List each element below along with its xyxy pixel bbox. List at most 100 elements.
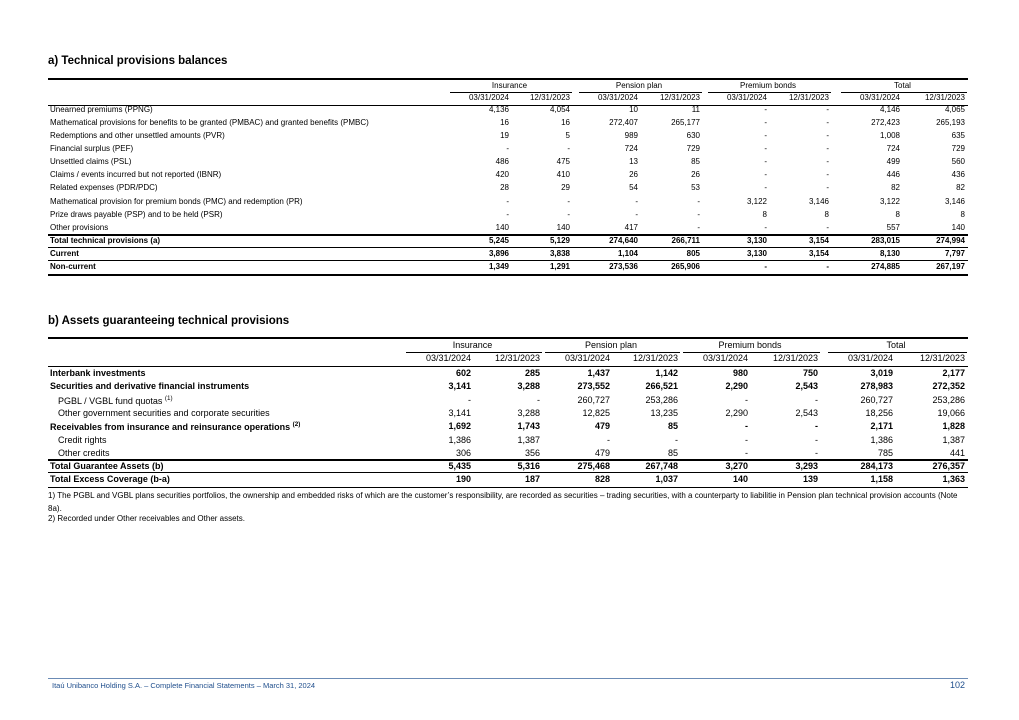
column-header: 03/31/2024 bbox=[564, 353, 610, 363]
cell-value: 18,256 bbox=[865, 407, 893, 418]
rule bbox=[48, 234, 968, 236]
column-header: 12/31/2023 bbox=[494, 353, 540, 363]
cell-value: - bbox=[567, 143, 570, 153]
cell-value: - bbox=[697, 196, 700, 206]
cell-value: 285 bbox=[524, 368, 540, 378]
cell-value: 3,141 bbox=[448, 381, 471, 392]
column-header: 12/31/2023 bbox=[924, 93, 965, 102]
cell-value: 272,407 bbox=[609, 117, 638, 127]
cell-value: 306 bbox=[455, 447, 471, 458]
cell-value: - bbox=[567, 209, 570, 219]
cell-value: 8 bbox=[895, 209, 900, 219]
row-label: Other government securities and corporat… bbox=[58, 408, 270, 418]
cell-value: - bbox=[506, 209, 509, 219]
cell-value: 13,235 bbox=[650, 407, 678, 418]
cell-value: 29 bbox=[561, 183, 570, 193]
cell-value: 5,316 bbox=[517, 461, 540, 472]
label-text: Redemptions and other unsettled amounts … bbox=[50, 130, 225, 140]
cell-value: 3,019 bbox=[870, 368, 893, 378]
cell-value: 139 bbox=[802, 474, 818, 485]
cell-value: 630 bbox=[686, 130, 700, 140]
cell-value: - bbox=[826, 157, 829, 167]
rule bbox=[48, 105, 968, 106]
cell-value: - bbox=[826, 170, 829, 180]
cell-value: 273,536 bbox=[609, 262, 638, 272]
column-header: 12/31/2023 bbox=[529, 93, 570, 102]
group-header: Insurance bbox=[491, 81, 528, 90]
cell-value: - bbox=[745, 447, 748, 458]
row-label: Total Excess Coverage (b-a) bbox=[50, 475, 170, 484]
cell-value: 3,154 bbox=[808, 236, 829, 245]
rule bbox=[48, 472, 968, 474]
cell-value: 1,104 bbox=[617, 249, 638, 259]
cell-value: 499 bbox=[886, 157, 900, 167]
cell-value: 1,386 bbox=[870, 434, 893, 445]
row-label: Other credits bbox=[58, 448, 110, 458]
cell-value: 479 bbox=[594, 421, 610, 432]
cell-value: 283,015 bbox=[871, 236, 900, 245]
cell-value: 557 bbox=[886, 222, 900, 232]
cell-value: 3,288 bbox=[517, 407, 540, 418]
cell-value: 3,130 bbox=[746, 236, 767, 245]
cell-value: - bbox=[815, 434, 818, 445]
column-header: 12/31/2023 bbox=[919, 353, 965, 363]
cell-value: 266,521 bbox=[645, 381, 678, 392]
cell-value: 1,387 bbox=[942, 434, 965, 445]
cell-value: - bbox=[826, 222, 829, 232]
label-text: Unearned premiums (PPNG) bbox=[50, 104, 153, 114]
page-number: 102 bbox=[949, 680, 965, 690]
cell-value: 560 bbox=[951, 157, 965, 167]
cell-value: - bbox=[826, 117, 829, 127]
row-label: PGBL / VGBL fund quotas (1) bbox=[58, 395, 173, 406]
cell-value: 260,727 bbox=[577, 394, 610, 405]
cell-value: 8 bbox=[824, 209, 829, 219]
cell-value: 2,543 bbox=[795, 381, 818, 392]
label-text: Prize draws payable (PSP) and to be held… bbox=[50, 209, 223, 219]
cell-value: 266,711 bbox=[671, 236, 700, 245]
cell-value: 1,008 bbox=[879, 130, 900, 140]
column-header: 03/31/2024 bbox=[859, 93, 900, 102]
cell-value: 446 bbox=[886, 170, 900, 180]
row-label: Claims / events incurred but not reporte… bbox=[50, 171, 221, 179]
cell-value: 3,838 bbox=[549, 249, 570, 259]
label-text: Securities and derivative financial inst… bbox=[50, 381, 250, 392]
column-header: 12/31/2023 bbox=[788, 93, 829, 102]
cell-value: 4,136 bbox=[488, 104, 509, 114]
rule bbox=[48, 486, 968, 489]
cell-value: 1,386 bbox=[448, 434, 471, 445]
cell-value: - bbox=[764, 117, 767, 127]
cell-value: 5,245 bbox=[488, 236, 509, 245]
label-text: Interbank investments bbox=[50, 368, 146, 378]
footer-text: Itaú Unibanco Holding S.A. – Complete Fi… bbox=[52, 681, 316, 690]
cell-value: 253,286 bbox=[645, 394, 678, 405]
label-text: Mathematical provision for premium bonds… bbox=[50, 196, 303, 206]
cell-value: 356 bbox=[524, 447, 540, 458]
cell-value: 3,270 bbox=[725, 461, 748, 472]
cell-value: - bbox=[506, 143, 509, 153]
cell-value: 16 bbox=[500, 117, 509, 127]
cell-value: 3,154 bbox=[808, 249, 829, 259]
cell-value: 265,193 bbox=[936, 117, 965, 127]
cell-value: 190 bbox=[455, 474, 471, 485]
row-label: Total technical provisions (a) bbox=[50, 237, 160, 245]
rule bbox=[828, 352, 967, 353]
cell-value: 273,552 bbox=[577, 381, 610, 392]
cell-value: 1,349 bbox=[488, 262, 509, 272]
cell-value: 1,363 bbox=[942, 474, 965, 485]
column-header: 12/31/2023 bbox=[772, 353, 818, 363]
row-label: Non-current bbox=[50, 263, 96, 271]
cell-value: 1,692 bbox=[448, 421, 471, 432]
cell-value: - bbox=[764, 104, 767, 114]
cell-value: 3,293 bbox=[795, 461, 818, 472]
cell-value: 11 bbox=[691, 104, 700, 114]
label-text: Credit rights bbox=[58, 434, 107, 445]
cell-value: 750 bbox=[802, 368, 818, 378]
group-header: Premium bonds bbox=[718, 340, 782, 350]
row-label: Unearned premiums (PPNG) bbox=[50, 104, 153, 114]
cell-value: 4,054 bbox=[549, 104, 570, 114]
cell-value: 1,743 bbox=[517, 421, 540, 432]
group-header: Pension plan bbox=[615, 81, 663, 90]
cell-value: 85 bbox=[691, 157, 700, 167]
cell-value: 272,423 bbox=[871, 117, 900, 127]
cell-value: 3,122 bbox=[746, 196, 767, 206]
